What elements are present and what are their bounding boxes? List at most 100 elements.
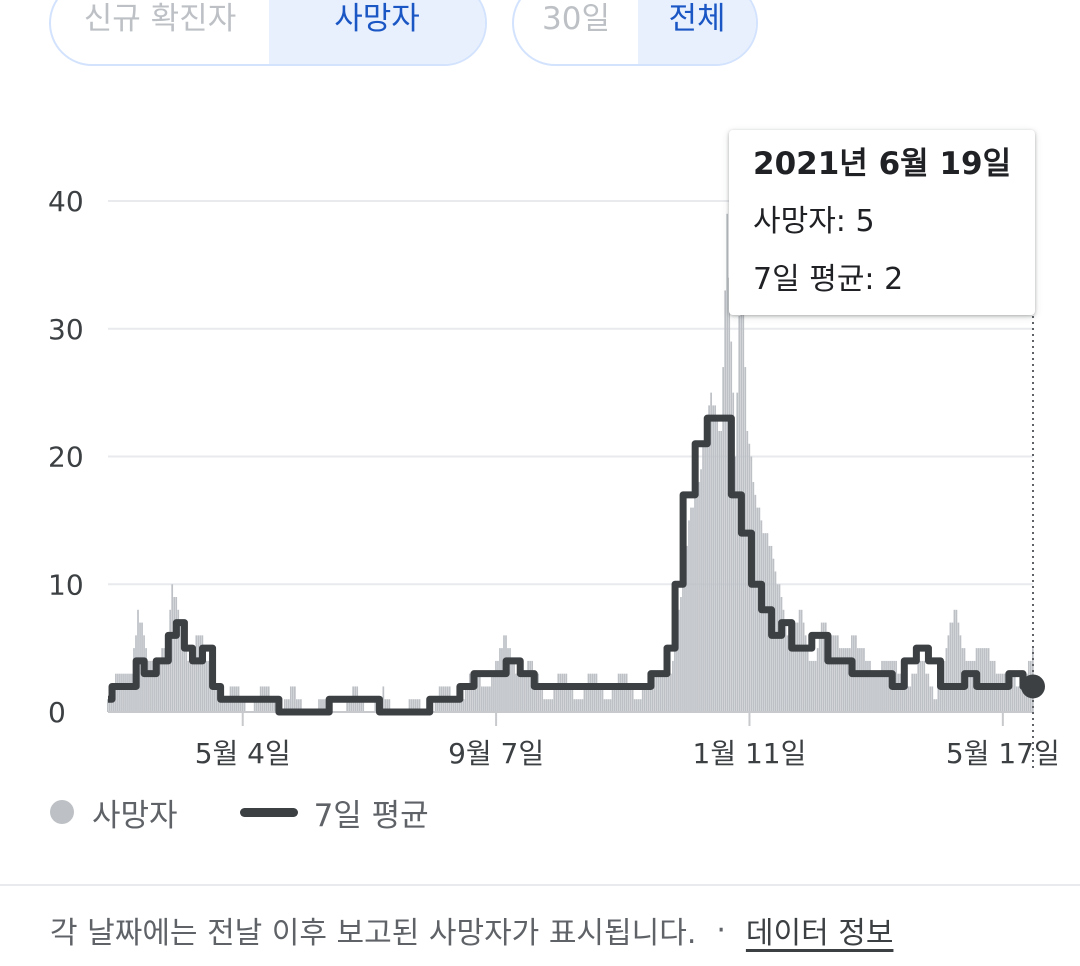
deaths-bar	[1005, 673, 1008, 712]
deaths-bar	[651, 673, 654, 712]
deaths-bar	[967, 660, 970, 712]
deaths-bar	[563, 673, 566, 712]
deaths-bar	[119, 673, 121, 712]
deaths-bar	[774, 571, 777, 712]
range-tab-group: 30일 전체	[512, 0, 758, 66]
deaths-bar	[215, 686, 218, 712]
deaths-bar	[525, 673, 527, 712]
deaths-bar	[666, 673, 668, 712]
deaths-bar	[219, 699, 222, 712]
deaths-bar	[861, 648, 863, 712]
deaths-bar	[225, 699, 228, 712]
deaths-bar	[810, 660, 813, 712]
deaths-bar	[587, 673, 590, 712]
deaths-bar	[818, 635, 821, 712]
deaths-bar	[714, 405, 716, 712]
deaths-bar	[730, 341, 733, 712]
footer: 각 날짜에는 전날 이후 보고된 사망자가 표시됩니다. · 데이터 정보	[50, 908, 893, 952]
deaths-bar	[923, 660, 926, 712]
deaths-bar	[674, 635, 676, 712]
deaths-bar	[1001, 673, 1004, 712]
deaths-bar	[599, 686, 602, 712]
y-tick-label: 10	[48, 568, 84, 601]
deaths-bar	[257, 699, 260, 712]
deaths-bar	[565, 673, 568, 712]
x-tick-label: 5월 4일	[195, 737, 291, 770]
deaths-bar	[806, 648, 809, 712]
tab-new-cases[interactable]: 신규 확진자	[83, 1, 237, 37]
deaths-bar	[702, 443, 704, 712]
deaths-bar	[553, 686, 556, 712]
deaths-bar	[726, 213, 729, 712]
deaths-bar	[678, 609, 680, 712]
deaths-bar	[203, 648, 206, 712]
deaths-bar	[1007, 673, 1010, 712]
deaths-bar	[555, 686, 558, 712]
deaths-bar	[708, 405, 710, 712]
deaths-bar	[183, 648, 186, 712]
deaths-bar	[881, 660, 883, 712]
deaths-bar	[591, 673, 594, 712]
deaths-bar	[350, 699, 353, 712]
data-tooltip: 2021년 6월 19일 사망자: 5 7일 평균: 2	[729, 130, 1035, 315]
deaths-bar	[434, 699, 437, 712]
deaths-bar	[189, 660, 192, 712]
tab-30-days[interactable]: 30일	[542, 1, 610, 37]
deaths-bar	[887, 660, 889, 712]
deaths-bar	[300, 699, 302, 712]
deaths-bar	[623, 673, 626, 712]
deaths-bar	[668, 673, 670, 712]
deaths-bar	[221, 699, 224, 712]
deaths-bar	[921, 660, 924, 712]
deaths-bar	[362, 699, 365, 712]
deaths-bar	[712, 405, 714, 712]
deaths-bar	[131, 673, 133, 712]
deaths-bar	[581, 699, 584, 712]
deaths-bar	[199, 635, 202, 712]
deaths-bar	[909, 686, 912, 712]
tooltip-deaths: 사망자: 5	[753, 204, 875, 239]
tab-all-time[interactable]: 전체	[638, 0, 756, 64]
deaths-bar	[686, 545, 688, 712]
deaths-bar	[927, 673, 930, 712]
deaths-bar	[838, 648, 841, 712]
deaths-bar	[826, 635, 829, 712]
legend-average-label: 7일 평균	[313, 797, 429, 834]
tab-deaths[interactable]: 사망자	[269, 0, 485, 64]
deaths-bar	[296, 699, 298, 712]
data-info-link[interactable]: 데이터 정보	[745, 916, 894, 951]
deaths-bar	[386, 699, 389, 712]
deaths-bar	[161, 648, 163, 712]
deaths-bar	[937, 686, 940, 712]
deaths-bar	[631, 686, 634, 712]
deaths-bar	[915, 673, 918, 712]
deaths-bar	[595, 673, 598, 712]
deaths-bar	[682, 584, 684, 712]
deaths-bar	[684, 558, 686, 712]
deaths-bar	[487, 686, 489, 712]
deaths-bar	[273, 699, 276, 712]
deaths-bar	[812, 660, 815, 712]
deaths-bar	[291, 686, 294, 712]
deaths-bar	[509, 648, 511, 712]
y-tick-label: 30	[48, 313, 84, 346]
deaths-bar	[452, 699, 455, 712]
deaths-bar	[629, 686, 632, 712]
deaths-bar	[869, 660, 871, 712]
deaths-bar	[637, 699, 640, 712]
deaths-bar	[947, 635, 950, 712]
deaths-bar	[983, 648, 986, 712]
seven-day-average-line	[108, 414, 1033, 716]
deaths-bar	[533, 673, 536, 712]
x-axis-ticks: 5월 4일 9월 7일 1월 11일 5월 17일	[195, 712, 1060, 770]
deaths-bar	[460, 699, 463, 712]
deaths-bar	[734, 456, 737, 712]
deaths-bar	[153, 660, 155, 712]
deaths-bar	[374, 699, 377, 712]
deaths-legend-dot	[50, 800, 74, 824]
deaths-bar	[583, 686, 586, 712]
deaths-bar	[253, 699, 256, 712]
deaths-bar	[243, 699, 246, 712]
deaths-bar	[639, 699, 642, 712]
deaths-bar	[865, 660, 867, 712]
